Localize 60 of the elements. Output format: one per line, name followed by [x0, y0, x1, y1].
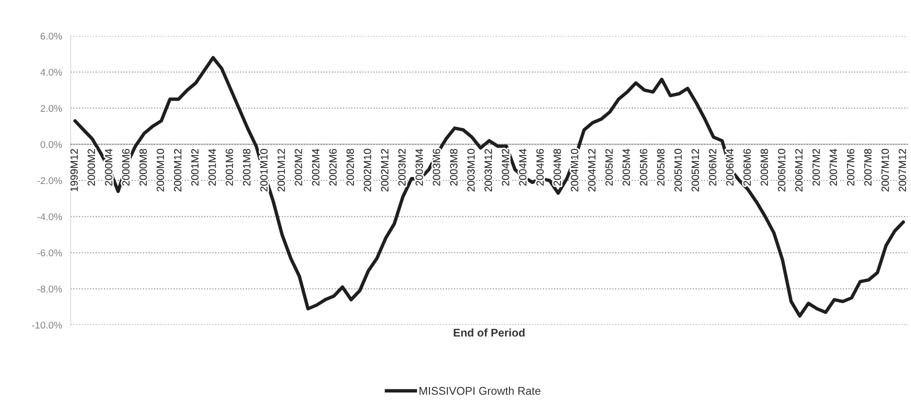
x-tick-label: 2004M2: [502, 149, 510, 186]
x-tick-label: 2007M8: [864, 148, 872, 186]
x-tick-label: 2000M2: [88, 149, 96, 186]
x-tick-label: 2005M10: [674, 148, 682, 192]
x-tick-label: 2007M10: [881, 148, 889, 192]
x-tick-label: 2004M10: [570, 148, 578, 192]
x-tick-label: 2001M4: [208, 148, 216, 186]
x-tick-label: 2002M12: [381, 149, 388, 192]
x-tick-label: 2004M8: [554, 148, 561, 186]
x-tick-label: 2002M2: [294, 149, 302, 186]
x-tick-label: 2002M10: [364, 148, 372, 192]
legend-label: MISSIVOPI Growth Rate: [420, 386, 540, 395]
y-tick-label: -4.0%: [37, 213, 62, 220]
x-axis-title: End of Period: [454, 328, 525, 337]
x-tick-label: 2006M6: [743, 148, 751, 186]
x-tick-label: 2006M12: [795, 149, 803, 192]
x-tick-label: 2004M12: [588, 149, 596, 192]
x-tick-label: 2001M2: [191, 149, 199, 186]
x-tick-label: 2006M2: [708, 149, 716, 186]
x-tick-label: 2006M4: [726, 148, 734, 186]
y-tick-label: -6.0%: [37, 249, 62, 256]
x-tick-label: 2006M10: [778, 148, 786, 192]
x-tick-label: 2002M4: [312, 148, 320, 186]
y-tick-label: 0.0%: [40, 141, 62, 148]
x-tick-label: 2000M8: [139, 148, 147, 186]
x-tick-label: 2003M6: [432, 148, 440, 186]
x-tick-label: 2005M2: [605, 149, 613, 186]
x-tick-label: 2004M6: [536, 148, 544, 186]
x-tick-label: 2006M8: [760, 148, 768, 186]
x-tick-label: 2005M8: [657, 148, 665, 186]
x-tick-label: 2001M10: [260, 148, 268, 192]
y-tick-label: 4.0%: [40, 68, 62, 76]
x-tick-label: 2003M4: [416, 148, 423, 186]
x-tick-label: 2000M4: [104, 148, 112, 186]
x-tick-label: 2001M6: [226, 148, 234, 186]
x-tick-label: 2000M12: [174, 149, 182, 192]
x-tick-label: 2003M12: [484, 149, 492, 192]
x-tick-label: 2003M10: [467, 148, 475, 192]
x-tick-label: 2001M12: [278, 149, 285, 192]
x-tick-label: 2005M6: [640, 148, 648, 186]
x-tick-label: 2000M6: [122, 148, 130, 186]
x-tick-label: 2007M12: [898, 149, 906, 192]
y-tick-label: 2.0%: [40, 104, 62, 112]
x-tick-label: 2003M8: [450, 148, 458, 186]
y-tick-label: 6.0%: [40, 32, 62, 40]
x-tick-label: 2001M8: [242, 148, 250, 186]
x-tick-label: 2000M10: [156, 148, 164, 192]
x-tick-label: 2003M2: [398, 149, 406, 186]
y-tick-label: -8.0%: [37, 286, 62, 292]
x-tick-label: 1999M12: [70, 149, 78, 192]
x-tick-label: 2007M4: [830, 148, 838, 186]
y-tick-label: -2.0%: [37, 177, 62, 184]
x-tick-label: 2004M4: [519, 148, 526, 186]
x-tick-label: 2002M6: [329, 148, 337, 186]
x-tick-label: 2005M4: [622, 148, 630, 186]
x-tick-label: 2002M8: [346, 148, 354, 186]
x-tick-label: 2005M12: [692, 149, 700, 192]
x-tick-label: 2007M2: [812, 149, 820, 186]
y-tick-label: -10.0%: [32, 322, 62, 329]
x-tick-label: 2007M6: [846, 148, 854, 186]
